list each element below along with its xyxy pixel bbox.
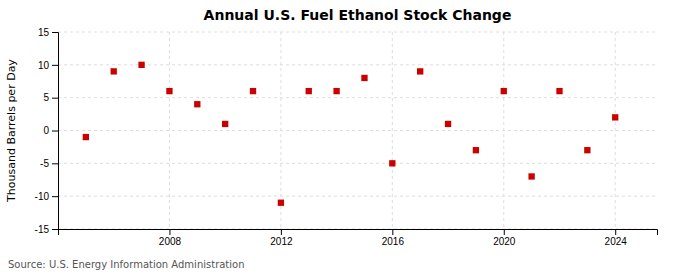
source: Source: U.S. Energy Information Administ… [8,259,245,270]
x-tick: 2012 [270,229,293,247]
x-tick-mark [615,229,616,235]
point [501,88,507,94]
x-tick-label: 2024 [605,236,628,247]
x-axis-line [59,230,658,236]
x-grid-line [503,32,504,229]
point [166,88,172,94]
y-tick: -15 [35,224,58,235]
y-tick-mark [52,32,58,33]
y-tick: 5 [43,92,58,103]
x-tick-label: 2008 [159,236,182,247]
y-tick: -5 [40,158,58,169]
y-tick-label: -5 [40,158,49,169]
y-tick-mark [52,65,58,66]
point [556,88,562,94]
point [111,68,117,74]
x-tick: 2024 [605,229,628,247]
y-grid-line [58,97,657,98]
y-tick-mark [52,229,58,230]
y-tick-mark [52,163,58,164]
y-tick-mark [52,98,58,99]
point [83,134,89,140]
y-tick: 10 [38,60,58,71]
chart: 2008 2012 2016 2020 2024 -15 -10 -5 0 5 10 15 Annual… [0,0,675,275]
grid [58,32,657,229]
y-tick-mark [52,131,58,132]
x-tick-mark [504,229,505,235]
y-tick: -10 [35,191,58,202]
x-tick-mark [281,229,282,235]
point [138,62,144,68]
point [612,114,618,120]
y-tick-label: -15 [35,224,50,235]
y-grid-line [58,163,657,164]
x-tick-label: 2016 [382,236,405,247]
point [333,88,339,94]
y-tick-label: 5 [43,92,49,103]
y-tick-label: 15 [38,27,50,38]
x-tick-label: 2012 [270,236,293,247]
x-tick-label: 2020 [493,236,516,247]
y-grid-line [58,64,657,65]
y-grid-line [58,32,657,33]
y-grid-line [58,196,657,197]
y-axis-label: Thousand Barrels per Day [5,59,18,203]
point [445,121,451,127]
x-grid-line [280,32,281,229]
point [584,147,590,153]
point [278,200,284,206]
point [194,101,200,107]
y-tick-label: 10 [38,60,50,71]
point [417,68,423,74]
y-tick: 0 [43,125,58,136]
x-tick-mark [392,229,393,235]
point [473,147,479,153]
x-tick: 2016 [382,229,405,247]
y-axis-line [52,33,59,230]
point [389,160,395,166]
x-tick: 2008 [159,229,182,247]
x-tick-mark [169,229,170,235]
point [250,88,256,94]
y-tick: 15 [38,27,58,38]
x-grid-line [615,32,616,229]
points [83,62,619,206]
plot: 2008 2012 2016 2020 2024 -15 -10 -5 0 5 10 15 [35,27,658,247]
y-grid-line [58,130,657,131]
y-tick-label: -10 [35,191,50,202]
title: Annual U.S. Fuel Ethanol Stock Change [204,7,512,23]
point [222,121,228,127]
x-grid-line [169,32,170,229]
point [528,173,534,179]
y-axis: -15 -10 -5 0 5 10 15 [35,27,59,235]
y-tick-mark [52,196,58,197]
point [306,88,312,94]
y-tick-label: 0 [43,125,49,136]
x-axis: 2008 2012 2016 2020 2024 [59,229,658,247]
x-tick: 2020 [493,229,516,247]
x-grid-line [392,32,393,229]
point [361,75,367,81]
